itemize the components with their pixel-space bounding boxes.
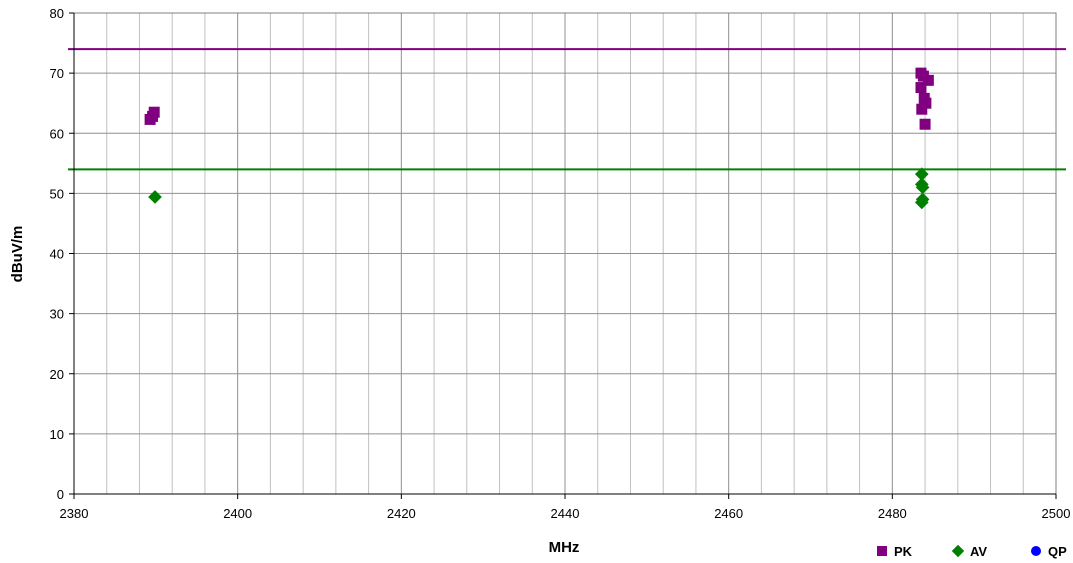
x-tick-label: 2420 xyxy=(387,506,416,521)
pk-data-point xyxy=(919,118,931,130)
y-tick-label: 70 xyxy=(50,66,64,81)
y-tick-label: 60 xyxy=(50,126,64,141)
x-axis-tick-labels: 2380 2400 2420 2440 2460 2480 2500 xyxy=(60,506,1071,521)
x-tick-label: 2440 xyxy=(551,506,580,521)
x-tick-label: 2400 xyxy=(223,506,252,521)
pk-data-point xyxy=(922,74,934,86)
x-tick-label: 2480 xyxy=(878,506,907,521)
limit-lines xyxy=(68,48,1066,171)
y-tick-label: 40 xyxy=(50,247,64,262)
y-tick-label: 80 xyxy=(50,6,64,21)
y-axis-title: dBuV/m xyxy=(9,226,26,283)
x-tick-label: 2380 xyxy=(60,506,89,521)
data-points xyxy=(144,67,934,210)
y-tick-label: 30 xyxy=(50,307,64,322)
legend-av-label: AV xyxy=(970,544,987,559)
av-data-point xyxy=(915,192,930,207)
pk-data-point xyxy=(915,82,927,94)
y-tick-label: 50 xyxy=(50,186,64,201)
axes xyxy=(69,12,1057,499)
y-tick-label: 10 xyxy=(50,427,64,442)
legend-av-marker xyxy=(951,544,965,558)
y-axis-tick-labels: 0 10 20 30 40 50 60 70 80 xyxy=(50,6,64,502)
x-tick-label: 2500 xyxy=(1042,506,1071,521)
legend-pk-marker xyxy=(877,546,887,556)
av-data-point xyxy=(915,180,930,195)
x-axis-title: MHz xyxy=(549,539,580,556)
x-tick-label: 2460 xyxy=(714,506,743,521)
av-data-point xyxy=(148,190,162,204)
pk-data-point xyxy=(920,97,932,109)
y-tick-label: 20 xyxy=(50,367,64,382)
pk-data-point xyxy=(916,103,928,115)
pk-data-point xyxy=(148,106,160,118)
legend-pk-label: PK xyxy=(894,544,913,559)
chart-legend: PK AV QP xyxy=(877,544,1067,559)
y-tick-label: 0 xyxy=(57,487,64,502)
av-data-point xyxy=(914,167,929,181)
legend-qp-label: QP xyxy=(1048,544,1067,559)
legend-qp-marker xyxy=(1031,546,1041,556)
